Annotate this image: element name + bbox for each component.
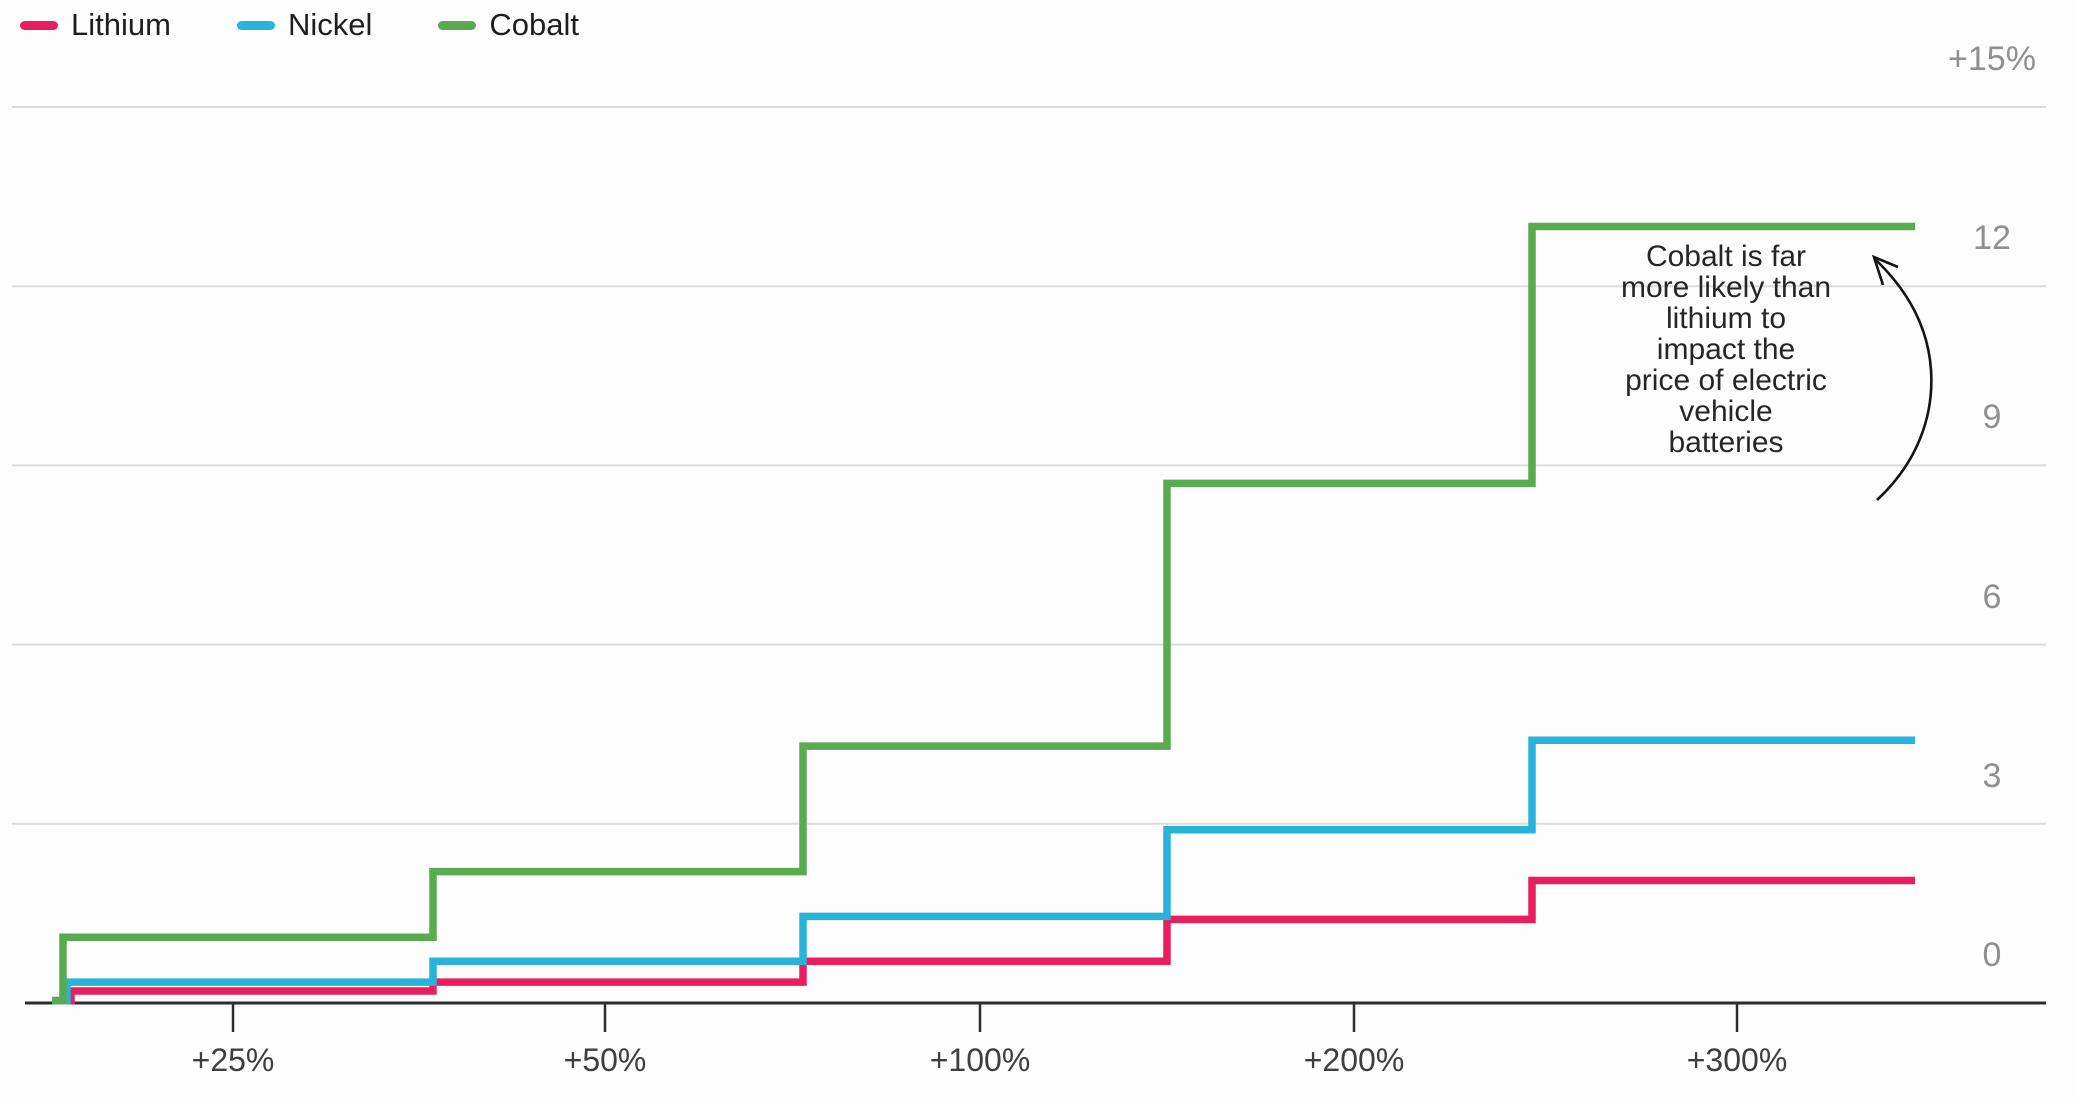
nickel-line bbox=[52, 736, 1915, 1005]
y-tick-label-15: +15% bbox=[1948, 40, 2036, 79]
lithium-line bbox=[52, 876, 1915, 1005]
x-tick-label-200: +200% bbox=[1303, 1042, 1405, 1078]
annotation-line: batteries bbox=[1668, 426, 1784, 459]
legend-label-nickel: Nickel bbox=[287, 7, 373, 42]
legend-label-lithium: Lithium bbox=[71, 7, 171, 42]
annotation-text: Cobalt is far more likely than lithium t… bbox=[1592, 241, 1860, 458]
y-tick-label-0: 0 bbox=[1982, 936, 2002, 974]
annotation-line: impact the bbox=[1656, 333, 1796, 366]
annotation-line: vehicle bbox=[1679, 395, 1773, 428]
legend-item-lithium: Lithium bbox=[20, 6, 171, 44]
legend-label-cobalt: Cobalt bbox=[489, 7, 579, 42]
y-tick-label-3: 3 bbox=[1982, 756, 2002, 795]
x-tick-label-25: +25% bbox=[191, 1042, 275, 1078]
x-tick-label-100: +100% bbox=[929, 1042, 1031, 1078]
legend-item-nickel: Nickel bbox=[236, 6, 373, 44]
lithium-swatch-icon bbox=[20, 20, 58, 30]
annotation-line: lithium to bbox=[1665, 302, 1787, 335]
cobalt-swatch-icon bbox=[438, 20, 477, 30]
y-tick-label-9: 9 bbox=[1982, 398, 2002, 437]
arrowhead-icon bbox=[1871, 254, 1899, 286]
y-tick-label-12: 12 bbox=[1973, 219, 2011, 258]
nickel-swatch-icon bbox=[236, 20, 275, 30]
annotation-line: Cobalt is far bbox=[1645, 240, 1807, 273]
x-tick-label-300: +300% bbox=[1686, 1042, 1788, 1078]
y-tick-label-6: 6 bbox=[1982, 577, 2002, 616]
annotation-line: price of electric bbox=[1625, 364, 1827, 397]
legend: Lithium Nickel Cobalt bbox=[20, 6, 579, 44]
cobalt-line bbox=[52, 222, 1915, 1005]
x-tick-label-50: +50% bbox=[563, 1042, 647, 1078]
legend-item-cobalt: Cobalt bbox=[438, 6, 579, 44]
annotation-line: more likely than bbox=[1620, 271, 1832, 304]
